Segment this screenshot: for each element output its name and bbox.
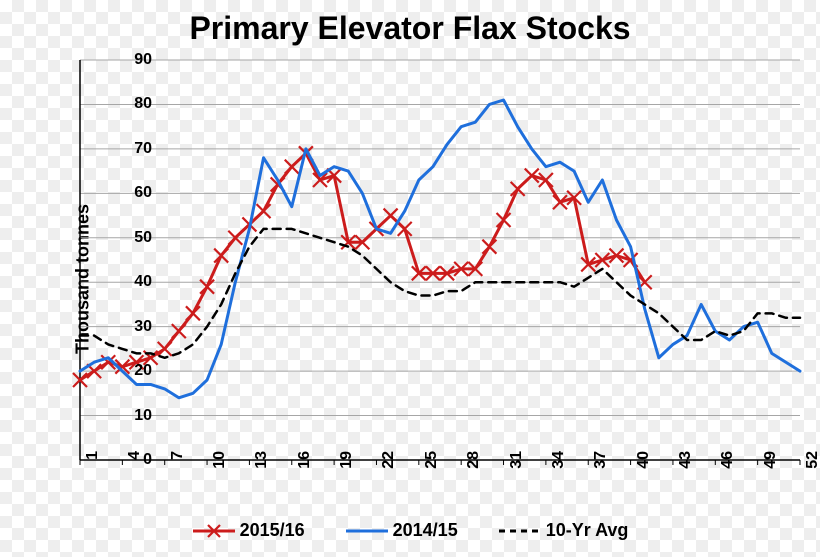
x-tick-label: 46	[715, 451, 737, 481]
x-tick-label: 22	[376, 451, 398, 481]
x-tick-label: 43	[673, 451, 695, 481]
legend-label: 10-Yr Avg	[546, 520, 629, 541]
x-tick-label: 34	[546, 451, 568, 481]
x-tick-label: 19	[334, 451, 356, 481]
legend-item: 10-Yr Avg	[498, 520, 629, 541]
y-tick-label: 70	[112, 140, 152, 158]
x-tick-label: 25	[419, 451, 441, 481]
chart-title: Primary Elevator Flax Stocks	[0, 10, 820, 47]
y-tick-label: 60	[112, 184, 152, 202]
plot-svg	[80, 60, 800, 460]
legend-label: 2015/16	[240, 520, 305, 541]
x-tick-label: 4	[122, 451, 144, 481]
legend-item: 2014/15	[345, 520, 458, 541]
x-tick-label: 1	[80, 451, 102, 481]
x-tick-label: 16	[292, 451, 314, 481]
legend-swatch	[192, 522, 236, 540]
y-tick-label: 90	[112, 51, 152, 69]
legend-swatch	[345, 522, 389, 540]
plot-area: 0102030405060708090147101316192225283134…	[80, 60, 800, 460]
y-tick-label: 30	[112, 318, 152, 336]
x-tick-label: 37	[588, 451, 610, 481]
legend: 2015/16 2014/15 10-Yr Avg	[0, 520, 820, 541]
y-tick-label: 40	[112, 273, 152, 291]
x-tick-label: 7	[165, 451, 187, 481]
y-tick-label: 80	[112, 95, 152, 113]
x-tick-label: 40	[631, 451, 653, 481]
chart-container: Primary Elevator Flax Stocks Thousand to…	[0, 0, 820, 557]
x-tick-label: 28	[461, 451, 483, 481]
x-tick-label: 52	[800, 451, 820, 481]
x-tick-label: 31	[504, 451, 526, 481]
x-tick-label: 10	[207, 451, 229, 481]
legend-item: 2015/16	[192, 520, 305, 541]
y-tick-label: 50	[112, 229, 152, 247]
legend-swatch	[498, 522, 542, 540]
y-tick-label: 20	[112, 362, 152, 380]
y-tick-label: 10	[112, 407, 152, 425]
x-tick-label: 49	[758, 451, 780, 481]
legend-label: 2014/15	[393, 520, 458, 541]
x-tick-label: 13	[249, 451, 271, 481]
